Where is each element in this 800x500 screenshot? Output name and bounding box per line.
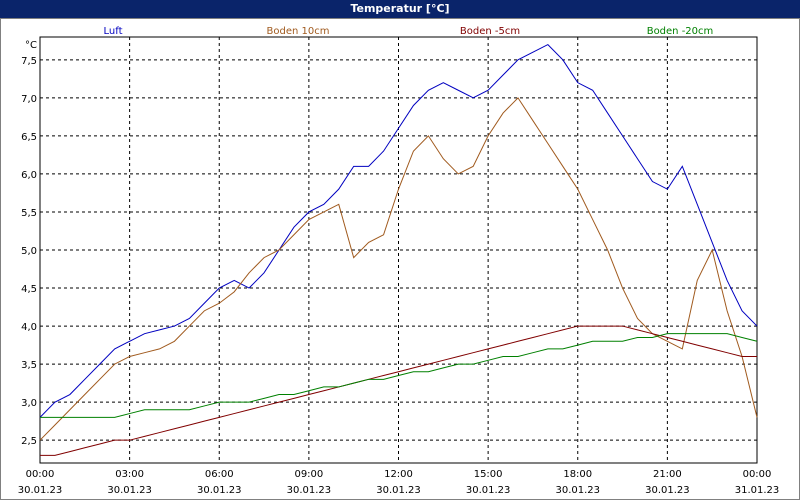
y-tick-label: 6,5 [21, 132, 37, 143]
plot-border [39, 36, 758, 464]
legend-entry-0: Luft [104, 26, 123, 37]
series-line-1 [39, 97, 758, 441]
y-tick-label: 3,0 [21, 398, 37, 409]
x-tick-date: 31.01.23 [735, 485, 780, 496]
x-tick-time: 03:00 [115, 469, 144, 480]
y-tick-label: 2,5 [21, 436, 37, 447]
x-tick-date: 30.01.23 [555, 485, 600, 496]
legend-entry-1: Boden 10cm [267, 26, 330, 37]
x-tick-time: 21:00 [653, 469, 682, 480]
legend-entry-2: Boden -5cm [460, 26, 520, 37]
x-tick-time: 00:00 [743, 469, 772, 480]
x-tick-time: 15:00 [474, 469, 503, 480]
y-unit-label: °C [25, 40, 37, 51]
x-tick-date: 30.01.23 [197, 485, 242, 496]
y-tick-label: 7,0 [21, 94, 37, 105]
legend-entry-3: Boden -20cm [647, 26, 714, 37]
grid-lines [40, 37, 757, 463]
y-tick-label: 4,5 [21, 284, 37, 295]
x-tick-time: 06:00 [205, 469, 234, 480]
x-tick-date: 30.01.23 [107, 485, 152, 496]
y-tick-label: 5,5 [21, 208, 37, 219]
x-tick-date: 30.01.23 [645, 485, 690, 496]
x-tick-time: 12:00 [384, 469, 413, 480]
y-tick-label: 4,0 [21, 322, 37, 333]
x-tick-date: 30.01.23 [18, 485, 63, 496]
series-line-0 [39, 43, 758, 418]
legend: Luft Boden 10cm Boden -5cm Boden -20cm [104, 26, 714, 37]
x-tick-time: 00:00 [26, 469, 55, 480]
chart-title: Temperatur [°C] [0, 0, 800, 18]
y-tick-label: 7,5 [21, 56, 37, 67]
x-tick-time: 09:00 [294, 469, 323, 480]
y-tick-label: 6,0 [21, 170, 37, 181]
x-tick-time: 18:00 [563, 469, 592, 480]
y-tick-label: 5,0 [21, 246, 37, 257]
series-line-3 [40, 333, 758, 418]
series-lines [39, 43, 758, 456]
y-tick-label: 3,5 [21, 360, 37, 371]
x-tick-date: 30.01.23 [466, 485, 511, 496]
x-tick-date: 30.01.23 [376, 485, 421, 496]
series-line-2 [40, 325, 757, 456]
axes: 2,5 3,0 3,5 4,0 4,5 5,0 5,5 6,0 6,5 7,0 7,5 °C 00:00… [18, 36, 780, 496]
x-tick-date: 30.01.23 [287, 485, 332, 496]
